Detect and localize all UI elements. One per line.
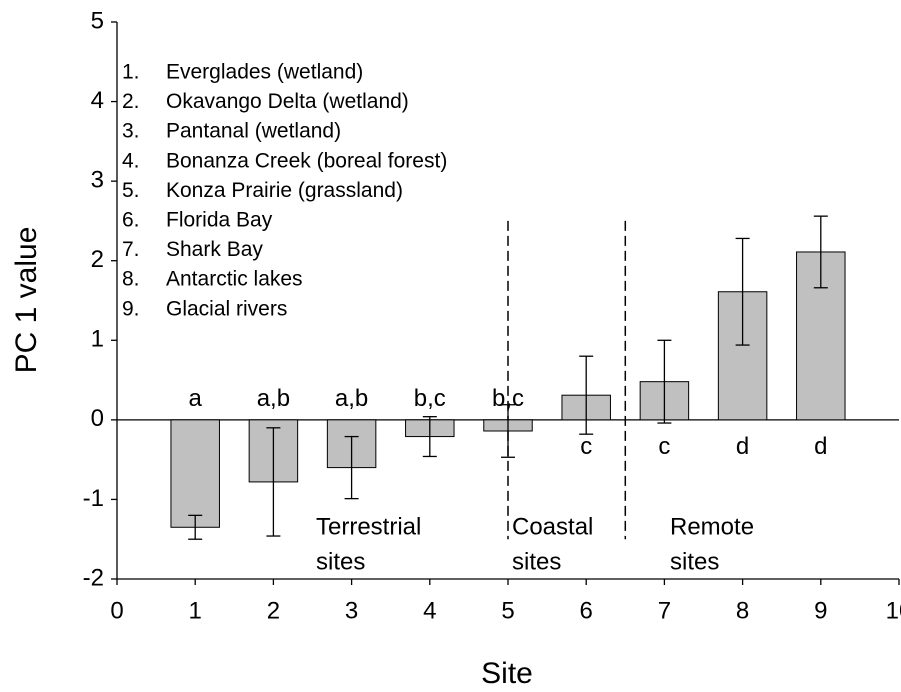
x-tick-label: 3 xyxy=(345,597,358,624)
key-number: 4. xyxy=(122,149,140,172)
key-number: 5. xyxy=(122,179,140,202)
group-label: Coastal xyxy=(512,513,593,540)
y-tick-label: -1 xyxy=(83,485,104,512)
key-number: 7. xyxy=(122,238,140,261)
key-label: Antarctic lakes xyxy=(166,268,303,291)
group-label: sites xyxy=(670,548,719,575)
key-label: Bonanza Creek (boreal forest) xyxy=(166,149,447,172)
group-label: Terrestrial xyxy=(316,513,421,540)
y-axis-title: PC 1 value xyxy=(10,227,43,374)
significance-letter: a,b xyxy=(335,385,368,412)
x-axis-title: Site xyxy=(481,657,533,690)
key-label: Shark Bay xyxy=(166,238,263,261)
y-tick-label: 3 xyxy=(91,166,104,193)
key-number: 6. xyxy=(122,209,140,232)
y-tick-label: 2 xyxy=(91,246,104,273)
key-number: 9. xyxy=(122,297,140,320)
significance-letter: b,c xyxy=(414,385,446,412)
y-tick-label: 1 xyxy=(91,326,104,353)
bar xyxy=(170,419,220,528)
key-label: Okavango Delta (wetland) xyxy=(166,90,409,113)
key-label: Glacial rivers xyxy=(166,297,287,320)
key-label: Florida Bay xyxy=(166,209,273,232)
x-tick-label: 8 xyxy=(736,597,749,624)
key-label: Everglades (wetland) xyxy=(166,61,363,84)
key-number: 1. xyxy=(122,61,140,84)
x-tick-label: 5 xyxy=(501,597,514,624)
significance-letter: b,c xyxy=(492,385,524,412)
x-tick-label: 10 xyxy=(886,597,901,624)
y-tick-label: 5 xyxy=(91,7,104,34)
y-tick-label: 4 xyxy=(91,87,104,114)
key-label: Konza Prairie (grassland) xyxy=(166,179,403,202)
x-tick-label: 7 xyxy=(658,597,671,624)
group-label: sites xyxy=(512,548,561,575)
significance-letter: a xyxy=(189,385,203,412)
key-number: 2. xyxy=(122,90,140,113)
y-tick-label: 0 xyxy=(91,405,104,432)
group-label: sites xyxy=(316,548,365,575)
significance-letter: c xyxy=(658,433,670,460)
group-label: Remote xyxy=(670,513,754,540)
x-tick-label: 4 xyxy=(423,597,436,624)
significance-letter: c xyxy=(580,433,592,460)
significance-letter: a,b xyxy=(257,385,290,412)
key-number: 8. xyxy=(122,268,140,291)
x-tick-label: 0 xyxy=(110,597,123,624)
significance-letter: d xyxy=(814,433,827,460)
x-tick-label: 2 xyxy=(267,597,280,624)
key-number: 3. xyxy=(122,120,140,143)
x-tick-label: 6 xyxy=(580,597,593,624)
significance-letter: d xyxy=(736,433,749,460)
key-label: Pantanal (wetland) xyxy=(166,120,341,143)
x-tick-label: 9 xyxy=(814,597,827,624)
y-tick-label: -2 xyxy=(83,564,104,591)
x-tick-label: 1 xyxy=(189,597,202,624)
